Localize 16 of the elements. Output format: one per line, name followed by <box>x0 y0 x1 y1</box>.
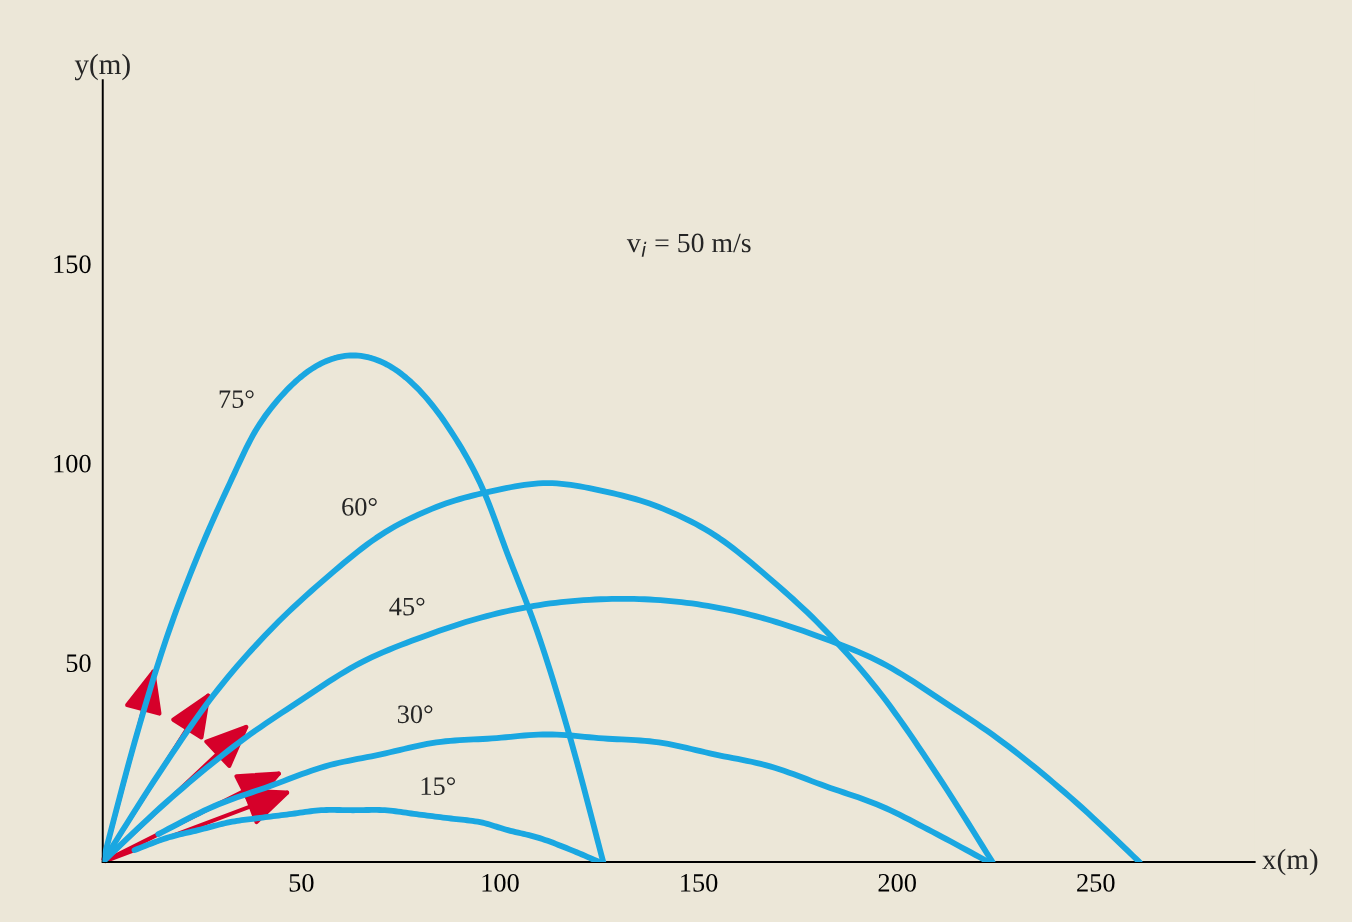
x-tick-label: 200 <box>878 873 916 892</box>
series-label: 15° <box>421 777 455 795</box>
y-tick-label: 150 <box>54 255 91 274</box>
x-tick-label: 100 <box>482 873 519 892</box>
x-tick-label: 150 <box>681 873 718 892</box>
x-tick-label: 50 <box>289 873 314 892</box>
series-label: 30° <box>397 705 433 724</box>
series-label: 75° <box>219 390 254 409</box>
x-axis-title: x(m) <box>1262 848 1318 876</box>
x-tick-label: 250 <box>1077 873 1115 892</box>
y-axis-title: y(m) <box>74 53 130 81</box>
series-label: 45° <box>389 597 425 616</box>
y-tick-label: 50 <box>66 654 91 673</box>
series-label: 60° <box>342 497 377 516</box>
y-tick-label: 100 <box>54 454 91 473</box>
annotation: v$_{i}$ = 50 m/s <box>626 233 751 257</box>
